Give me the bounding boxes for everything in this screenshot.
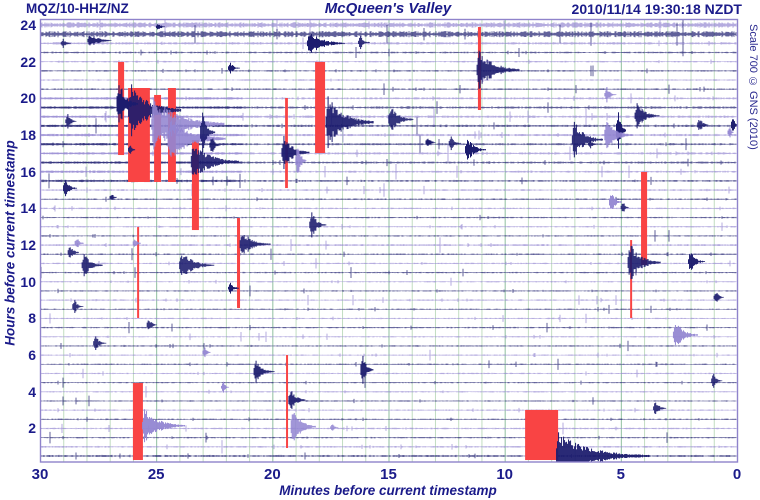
y-tick-label-4: 4 bbox=[28, 383, 36, 400]
page-title: McQueen's Valley bbox=[324, 0, 452, 17]
current-timestamp: 2010/11/14 19:30:18 NZDT bbox=[571, 1, 742, 17]
y-tick-label-8: 8 bbox=[28, 310, 36, 327]
x-tick-label-25: 25 bbox=[147, 466, 165, 483]
y-tick-label-10: 10 bbox=[20, 273, 36, 290]
x-tick-label-10: 10 bbox=[496, 466, 513, 483]
y-tick-label-20: 20 bbox=[20, 90, 36, 107]
y-tick-label-16: 16 bbox=[20, 163, 36, 180]
y-tick-label-18: 18 bbox=[20, 127, 36, 144]
y-tick-label-14: 14 bbox=[20, 200, 36, 217]
x-tick-label-30: 30 bbox=[31, 466, 49, 483]
x-tick-label-0: 0 bbox=[732, 466, 742, 483]
x-tick-label-15: 15 bbox=[380, 466, 397, 483]
y-tick-label-6: 6 bbox=[28, 347, 36, 364]
scale-copyright-label: Scale 700 © GNS (2010) bbox=[747, 24, 759, 150]
x-tick-label-5: 5 bbox=[616, 466, 625, 483]
station-id: MQZ/10-HHZ/NZ bbox=[26, 1, 129, 16]
x-axis-label: Minutes before current timestamp bbox=[279, 483, 497, 498]
x-tick-label-20: 20 bbox=[263, 466, 281, 483]
y-tick-label-12: 12 bbox=[20, 237, 36, 254]
y-tick-label-24: 24 bbox=[20, 17, 36, 33]
y-tick-label-2: 2 bbox=[28, 420, 36, 437]
y-tick-label-22: 22 bbox=[20, 53, 36, 70]
